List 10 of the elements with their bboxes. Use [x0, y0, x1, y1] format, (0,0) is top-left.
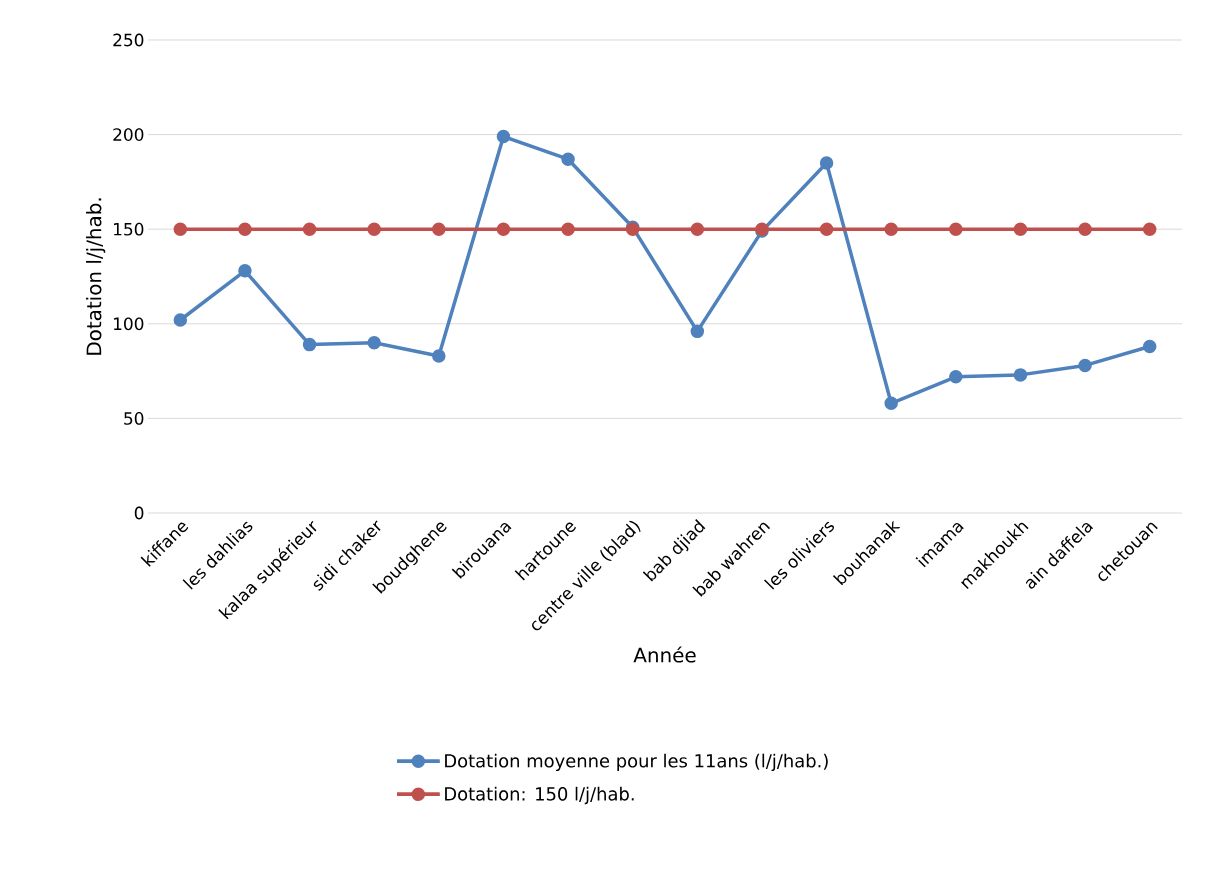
y-tick-label: 0: [134, 506, 144, 520]
y-tick-label: 50: [124, 411, 144, 425]
x-axis-title: Année: [633, 646, 696, 663]
y-tick-label: 200: [113, 128, 144, 141]
y-tick-label: 250: [113, 33, 144, 47]
y-tick-label: 150: [114, 222, 144, 236]
y-tick-label: 100: [114, 317, 144, 331]
legend-label: Dotation: 150 l/j/hab.: [445, 786, 634, 805]
y-axis-title: Dotation l/j/hab.: [86, 198, 106, 355]
legend-label: Dotation moyenne pour les 11ans (l/j/hab.): [445, 753, 828, 772]
